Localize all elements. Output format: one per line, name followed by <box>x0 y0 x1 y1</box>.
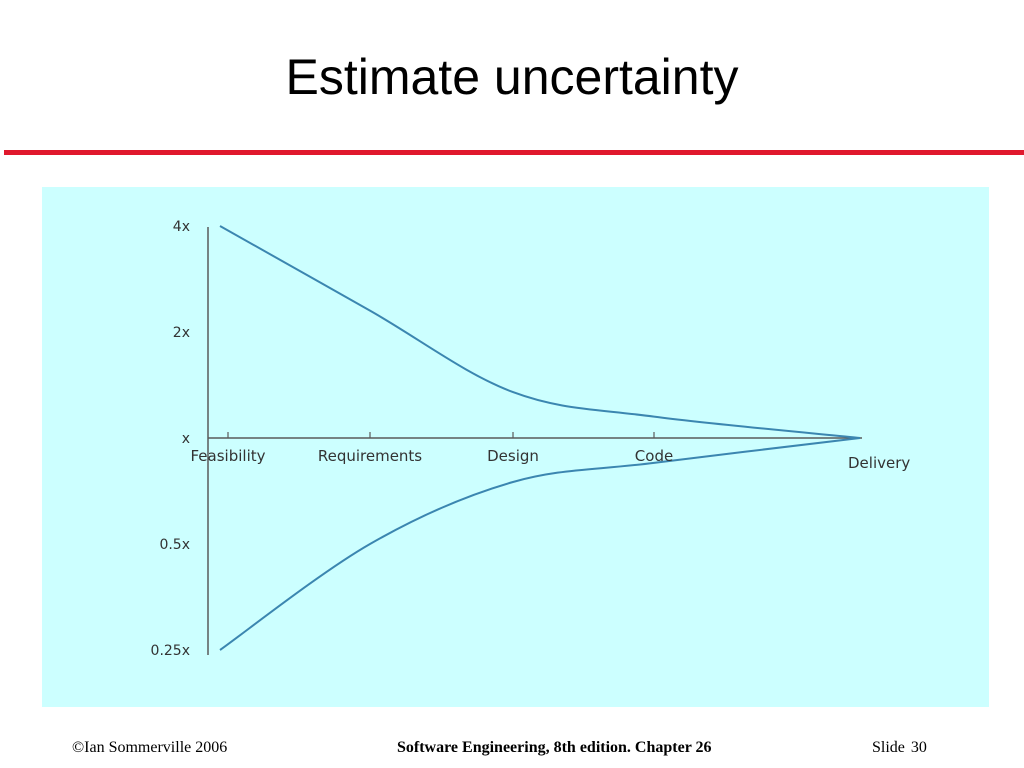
slide-label: Slide <box>872 739 905 756</box>
slide-number: 30 <box>910 739 927 756</box>
chart-panel: 4x 2x x 0.5x 0.25x Feasibility Requirements Des… <box>42 187 989 707</box>
footer-book-title: Software Engineering, 8th edition. Chapt… <box>397 739 712 756</box>
y-tick-label: 2x <box>173 325 190 341</box>
slide-title: Estimate uncertainty <box>285 49 739 105</box>
footer-slide-number: Slide 30 <box>872 739 933 757</box>
y-tick-label: 0.25x <box>151 643 190 659</box>
title-divider <box>4 150 1024 155</box>
uncertainty-chart: 4x 2x x 0.5x 0.25x Feasibility Requirements Des… <box>151 219 911 659</box>
y-tick-label: x <box>182 431 190 447</box>
y-tick-label: 0.5x <box>159 537 190 553</box>
upper-bound-curve <box>219 225 861 439</box>
x-tick-label: Design <box>487 447 539 465</box>
x-tick-label: Code <box>635 447 673 465</box>
x-tick-label: Delivery <box>848 454 910 472</box>
y-tick-label: 4x <box>173 219 190 235</box>
x-tick-label: Feasibility <box>191 447 266 465</box>
footer-copyright: ©Ian Sommerville 2006 <box>72 739 228 756</box>
x-tick-label: Requirements <box>318 447 422 465</box>
lower-bound-curve <box>219 437 861 651</box>
